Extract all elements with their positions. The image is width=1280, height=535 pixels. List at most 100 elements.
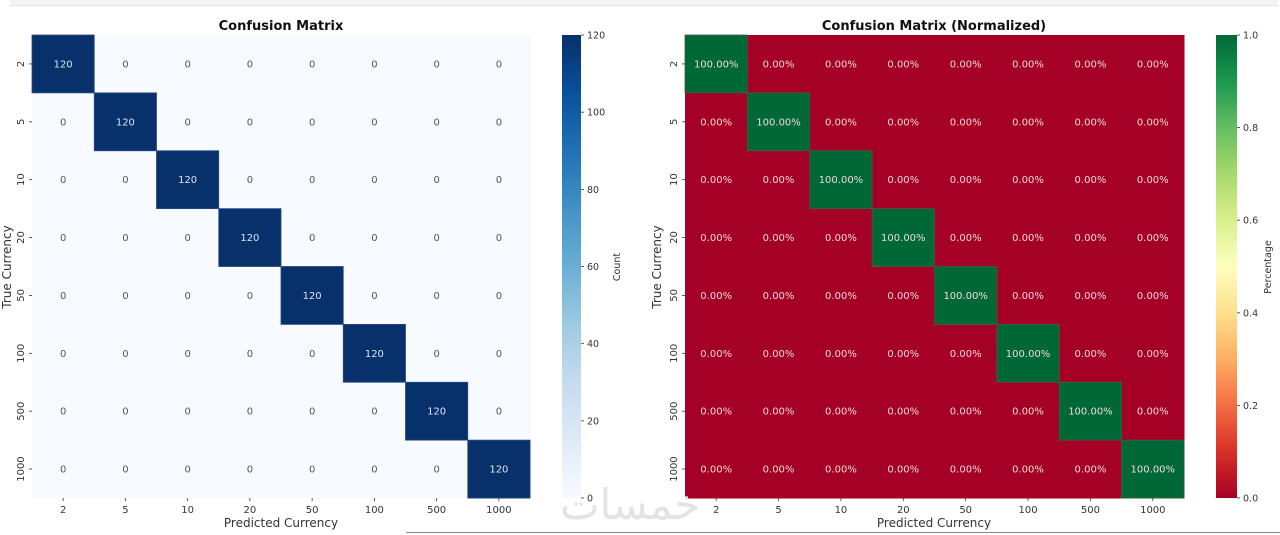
heatmap-cell (996, 208, 1060, 268)
y-tick-label: 100 (16, 344, 27, 363)
heatmap-cell (281, 150, 344, 210)
cell-value-label: 0.00% (825, 291, 857, 302)
heatmap-cell (809, 382, 873, 441)
x-tick-label: 500 (427, 505, 446, 516)
cell-value-label: 0.00% (1075, 117, 1107, 128)
cell-value-label: 0 (247, 407, 253, 418)
y-tick-label: 1000 (669, 456, 680, 481)
cell-value-label: 0 (184, 349, 190, 360)
heatmap-cell (281, 92, 344, 152)
heatmap-cell (467, 266, 531, 325)
cell-value-label: 0.00% (700, 291, 732, 302)
heatmap-cell (94, 266, 157, 325)
heatmap-cell (685, 266, 748, 325)
cell-outline (996, 323, 1060, 383)
colorbar-tick-label: 0.4 (1243, 308, 1258, 319)
normalized-confusion-matrix-chart: Confusion Matrix (Normalized) 100.00% 0.0… (650, 19, 1274, 530)
colorbar-tick-label: 80 (587, 185, 599, 196)
heatmap-cell (32, 266, 95, 325)
heatmap-cell (218, 150, 282, 210)
cell-value-label: 100.00% (819, 175, 864, 186)
cell-value-label: 0.00% (1137, 291, 1169, 302)
heatmap-cell (747, 92, 811, 152)
cell-outline (405, 381, 469, 441)
heatmap-cell (405, 208, 469, 268)
y-tick-label: 2 (669, 61, 680, 67)
heatmap-cell (809, 92, 873, 152)
y-tick-label: 500 (669, 402, 680, 421)
cell-value-label: 120 (365, 349, 384, 360)
cell-value-label: 0 (496, 349, 502, 360)
heatmap-cell (747, 266, 811, 325)
heatmap-cell (747, 382, 811, 441)
window-top-bar (10, 0, 1278, 6)
heatmap-cell (281, 440, 344, 499)
x-axis-label: Predicted Currency (877, 516, 991, 530)
cell-value-label: 0.00% (763, 465, 795, 476)
x-tick-label: 50 (959, 505, 972, 516)
cell-value-label: 0.00% (825, 465, 857, 476)
cell-value-label: 120 (116, 117, 135, 128)
heatmap-cell (156, 324, 220, 383)
cell-value-label: 0 (247, 175, 253, 186)
cell-value-label: 0 (309, 59, 315, 70)
cell-value-label: 0.00% (700, 465, 732, 476)
cell-value-label: 0 (371, 117, 377, 128)
heatmap-cell (1121, 208, 1185, 268)
heatmap-cell (94, 35, 157, 94)
cell-value-label: 0 (496, 233, 502, 244)
y-tick-label: 1000 (16, 456, 27, 481)
y-axis-ticks: 2 5 10 20 50 100 500 1000 (16, 61, 32, 482)
heatmap-cell (747, 440, 811, 499)
cell-value-label: 0.00% (1137, 117, 1169, 128)
heatmap-cell (156, 35, 220, 94)
cell-value-label: 0.00% (1075, 349, 1107, 360)
heatmap-cell (405, 382, 469, 441)
cell-value-label: 0 (247, 349, 253, 360)
heatmap-cell (94, 150, 157, 210)
heatmap-cell (94, 92, 157, 152)
cell-value-label: 0.00% (700, 117, 732, 128)
cell-value-label: 0.00% (1137, 233, 1169, 244)
heatmap-cell (685, 150, 748, 210)
colorbar-tick-label: 0 (587, 494, 593, 505)
y-axis-label: True Currency (0, 225, 14, 309)
heatmap-cell (218, 92, 282, 152)
heatmap-cell (872, 208, 936, 268)
cell-value-label: 0.00% (950, 465, 982, 476)
heatmap-cell (872, 382, 936, 441)
cell-value-label: 0.00% (700, 349, 732, 360)
colorbar-tick-label: 0.8 (1243, 123, 1258, 134)
heatmap-cell (218, 324, 282, 383)
cell-value-label: 0.00% (763, 175, 795, 186)
cell-value-label: 0 (122, 465, 128, 476)
cell-outline (280, 266, 344, 325)
heatmap-cell (872, 324, 936, 383)
x-tick-label: 10 (181, 505, 194, 516)
cell-value-label: 0.00% (1012, 233, 1044, 244)
colorbar-label: Count (612, 253, 623, 281)
heatmap-cell (1121, 382, 1185, 441)
heatmap-cell (32, 324, 95, 383)
heatmap-cell (343, 266, 406, 325)
cell-value-label: 100.00% (756, 117, 801, 128)
cell-value-label: 0 (309, 175, 315, 186)
cell-value-label: 100.00% (694, 59, 739, 70)
heatmap-cell (218, 382, 282, 441)
heatmap-cell (405, 266, 469, 325)
heatmap-cell (32, 382, 95, 441)
heatmap-cell (94, 208, 157, 268)
cell-value-label: 0.00% (763, 291, 795, 302)
cell-value-label: 0 (122, 349, 128, 360)
cell-value-label: 0.00% (763, 59, 795, 70)
cell-value-label: 0.00% (950, 117, 982, 128)
y-tick-label: 500 (16, 402, 27, 421)
cell-value-label: 0.00% (763, 349, 795, 360)
divider-line (406, 532, 1280, 533)
heatmap-cell (872, 150, 936, 210)
heatmap-cell (343, 382, 406, 441)
heatmap-cell (1121, 150, 1185, 210)
cell-outline (342, 323, 406, 383)
cell-value-label: 0.00% (825, 349, 857, 360)
heatmap-cell (996, 382, 1060, 441)
